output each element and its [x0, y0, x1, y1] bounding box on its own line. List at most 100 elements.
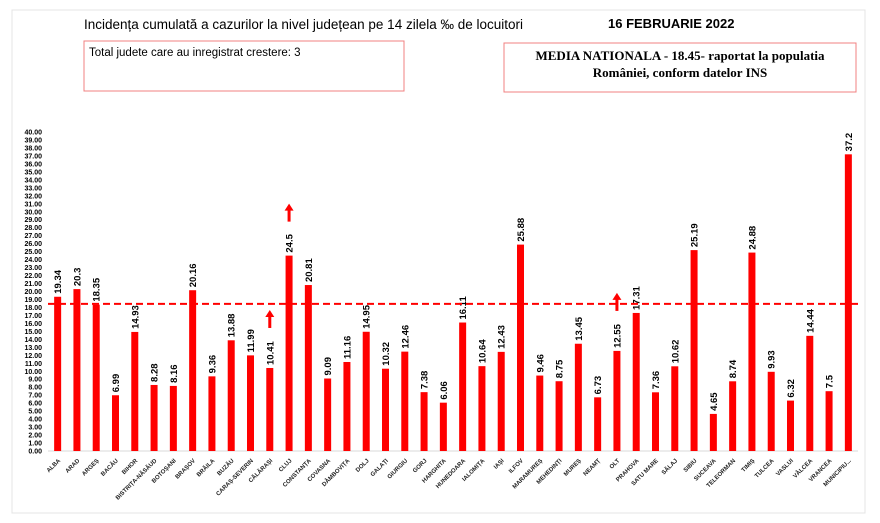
bar	[73, 289, 81, 451]
bar	[594, 397, 602, 451]
x-tick-label: TULCEA	[754, 458, 776, 480]
y-tick-label: 4.00	[28, 417, 42, 424]
y-tick-label: 16.00	[24, 321, 42, 328]
increase-arrow-icon	[612, 292, 622, 311]
x-tick-label: OLT	[609, 458, 622, 471]
y-tick-label: 6.00	[28, 401, 42, 408]
bar	[227, 340, 235, 451]
bar	[362, 331, 370, 451]
bar-value-label: 14.93	[130, 305, 141, 329]
x-tick-label: ALBA	[46, 458, 62, 474]
y-tick-label: 35.00	[24, 169, 42, 176]
increase-arrow-icon	[284, 203, 294, 222]
bar-value-label: 13.45	[574, 316, 585, 340]
y-tick-label: 7.00	[28, 393, 42, 400]
y-tick-label: 29.00	[24, 217, 42, 224]
bar-value-label: 7.5	[825, 374, 836, 388]
bar-value-label: 9.09	[323, 357, 334, 376]
national-average-line2: României, conform datelor INS	[593, 65, 768, 80]
bar-value-label: 16.11	[458, 296, 469, 320]
bar-value-label: 19.34	[53, 269, 64, 293]
bar	[401, 351, 409, 451]
y-tick-label: 21.00	[24, 281, 42, 288]
bar-value-label: 6.06	[439, 381, 450, 400]
y-tick-label: 5.00	[28, 409, 42, 416]
y-tick-label: 15.00	[24, 329, 42, 336]
bar	[92, 304, 100, 451]
bar	[536, 375, 544, 451]
y-tick-label: 9.00	[28, 377, 42, 384]
y-tick-label: 28.00	[24, 225, 42, 232]
increase-box	[83, 40, 405, 92]
bar	[131, 331, 139, 451]
bar	[574, 343, 582, 451]
y-tick-label: 26.00	[24, 241, 42, 248]
bar-value-label: 11.99	[246, 329, 257, 352]
y-tick-label: 10.00	[24, 369, 42, 376]
y-tick-label: 13.00	[24, 345, 42, 352]
bar-value-label: 25.88	[516, 218, 527, 242]
x-tick-label: ILFOV	[508, 458, 525, 475]
y-tick-label: 1.00	[28, 441, 42, 448]
bar-value-label: 8.75	[555, 359, 566, 378]
x-tick-label: CLUJ	[278, 458, 293, 473]
bar-value-label: 20.16	[188, 263, 199, 287]
bar-value-label: 6.73	[593, 376, 604, 395]
bar-value-label: 7.38	[420, 371, 431, 390]
x-tick-label: MUREȘ	[563, 458, 583, 478]
bar-value-label: 25.19	[690, 223, 701, 247]
bar-value-label: 17.31	[632, 285, 643, 309]
y-tick-label: 2.00	[28, 433, 42, 440]
bar-value-label: 6.32	[786, 379, 797, 398]
bar	[787, 400, 794, 451]
y-tick-label: 32.00	[24, 193, 42, 200]
bar	[517, 244, 524, 451]
bar-value-label: 10.32	[381, 342, 392, 366]
bar-value-label: 8.74	[728, 359, 739, 378]
bar-value-label: 11.16	[342, 336, 353, 359]
bar	[208, 376, 216, 451]
y-tick-label: 0.00	[28, 449, 42, 456]
bar	[806, 335, 814, 451]
bar-value-label: 20.81	[304, 258, 315, 282]
x-tick-label: ARGEȘ	[81, 458, 100, 477]
bar-value-label: 7.36	[651, 371, 662, 390]
x-tick-label: SIBIU	[683, 458, 699, 474]
chart-frame	[11, 9, 866, 514]
y-tick-label: 23.00	[24, 265, 42, 272]
x-tick-label: GORJ	[412, 458, 428, 474]
bar	[709, 413, 717, 451]
chart-title: Incidența cumulată a cazurilor la nivel …	[84, 17, 523, 32]
y-tick-label: 24.00	[24, 257, 42, 264]
bar-value-label: 9.46	[535, 354, 546, 373]
y-tick-label: 8.00	[28, 385, 42, 392]
date-label: 16 FEBRUARIE 2022	[608, 16, 734, 31]
y-tick-label: 30.00	[24, 209, 42, 216]
bar	[420, 392, 428, 451]
y-tick-label: 12.00	[24, 353, 42, 360]
y-tick-label: 3.00	[28, 425, 42, 432]
x-tick-label: GIURGIU	[387, 458, 409, 480]
bar	[613, 350, 621, 451]
bar	[671, 366, 679, 451]
bar-value-label: 12.43	[497, 325, 508, 349]
x-tick-label: ARAD	[65, 458, 82, 475]
y-tick-label: 27.00	[24, 233, 42, 240]
bar	[304, 285, 312, 451]
x-tick-label: DOLJ	[355, 458, 371, 474]
bar	[169, 385, 177, 451]
y-tick-label: 40.00	[24, 130, 42, 137]
bar-value-label: 14.95	[362, 304, 373, 328]
bar	[478, 366, 486, 451]
bar	[382, 368, 389, 451]
bar-value-label: 12.55	[612, 323, 623, 347]
bar	[324, 378, 332, 451]
x-tick-label: NEAMȚ	[583, 458, 603, 478]
y-tick-label: 20.00	[24, 289, 42, 296]
bar	[825, 391, 833, 451]
bar-value-label: 10.62	[670, 340, 681, 364]
y-tick-label: 18.00	[24, 305, 42, 312]
y-tick-label: 36.00	[24, 161, 42, 168]
bar	[459, 322, 467, 451]
